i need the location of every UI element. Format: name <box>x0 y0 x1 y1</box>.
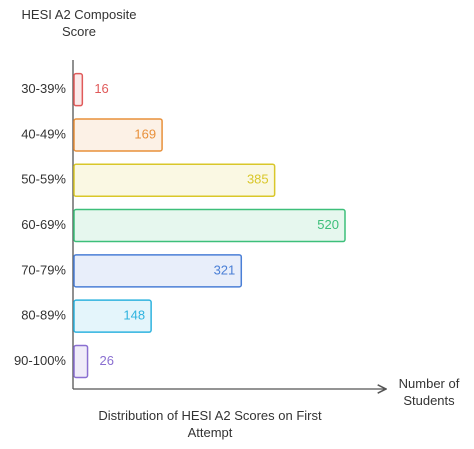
value-label: 321 <box>214 262 236 277</box>
y-tick-label: 40-49% <box>21 126 66 141</box>
value-label: 385 <box>247 172 269 187</box>
bar <box>73 163 276 197</box>
value-label: 520 <box>317 217 339 232</box>
x-axis-label: Number of Students <box>398 376 460 408</box>
y-tick-label: 90-100% <box>14 353 66 368</box>
value-label: 26 <box>100 353 114 368</box>
value-label: 16 <box>94 81 108 96</box>
bar <box>73 254 243 288</box>
y-tick-label: 30-39% <box>21 81 66 96</box>
chart-title: Distribution of HESI A2 Scores on First … <box>98 408 322 440</box>
bar <box>73 118 163 152</box>
bar <box>73 72 84 107</box>
bar <box>73 299 152 333</box>
y-axis-label: HESI A2 Composite Score <box>21 7 137 39</box>
value-label: 169 <box>134 126 156 141</box>
y-tick-label: 80-89% <box>21 308 66 323</box>
y-tick-label: 70-79% <box>21 262 66 277</box>
bar <box>73 208 346 243</box>
y-tick-label: 50-59% <box>21 172 66 187</box>
y-tick-label: 60-69% <box>21 217 66 232</box>
bar <box>73 344 89 379</box>
value-label: 148 <box>123 308 145 323</box>
